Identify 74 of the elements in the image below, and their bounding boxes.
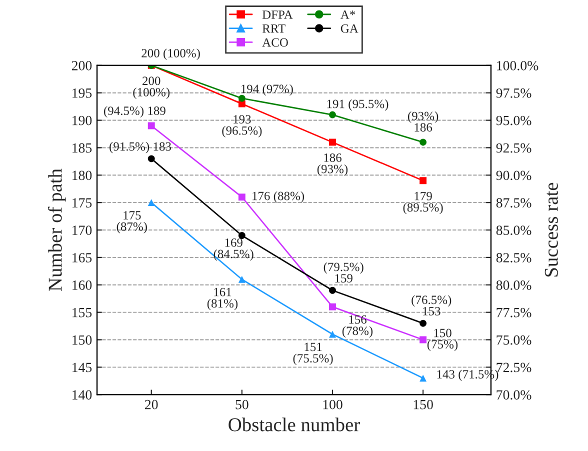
data-label: 194 (97%) (241, 84, 293, 96)
legend-label: A* (340, 10, 356, 19)
x-tick-label: 20 (145, 400, 158, 410)
y-tick-label: 170 (72, 226, 92, 235)
point (238, 100, 246, 108)
point (329, 138, 336, 146)
data-label: (76.5%) 153 (412, 295, 452, 316)
data-label: 175 (87%) (116, 211, 147, 234)
y-tick-label: 160 (72, 280, 92, 290)
y-tick-label: 175 (72, 198, 92, 208)
y-tick-label: 150 (72, 335, 92, 345)
data-label: (91.5%) 183 (110, 142, 172, 154)
y-tick-label: 185 (72, 143, 92, 153)
y2-tick-label: 75.0% (496, 335, 532, 345)
point (420, 374, 427, 382)
legend-label: DFPA (262, 10, 293, 19)
point (329, 111, 336, 118)
data-label: (94.5%) 189 (104, 106, 166, 118)
y2-tick-label: 87.5% (496, 198, 532, 208)
x-tick-label: 50 (236, 400, 248, 410)
y-tick-label: 190 (72, 116, 92, 126)
y-tick-label: 145 (72, 362, 92, 372)
y-tick-label: 180 (72, 170, 92, 180)
point (238, 194, 246, 201)
data-label: 150 (75%) (427, 328, 458, 352)
y2-tick-label: 95.0% (496, 116, 532, 126)
y2-tick-label: 85.0% (496, 226, 532, 236)
y2-tick-label: 82.5% (496, 253, 532, 262)
data-label: 193 (96.5%) (222, 115, 262, 138)
data-label: 161 (81%) (207, 288, 238, 310)
point (420, 336, 427, 344)
point (238, 276, 246, 283)
y2-tick-label: 100.0% (497, 60, 538, 70)
y-tick-label: 165 (72, 253, 92, 262)
data-label: 176 (88%) (252, 191, 304, 203)
data-label: (79.5%) 159 (324, 262, 364, 282)
y2-tick-label: 97.5% (496, 88, 532, 98)
data-label: 186 (93%) (317, 153, 348, 176)
point (148, 122, 155, 130)
y2-tick-label: 70.0% (496, 390, 532, 400)
point (420, 320, 427, 327)
data-label: 200 (100%) (133, 76, 170, 99)
y2-tick-label: 72.5% (496, 362, 532, 372)
y-tick-label: 200 (72, 60, 92, 70)
x-axis-title: Obstacle number (228, 418, 360, 432)
y2-tick-label: 77.5% (496, 308, 532, 318)
y-tick-label: 155 (72, 308, 92, 318)
data-label: 179 (89.5%) (403, 192, 443, 214)
x-tick-label: 100 (323, 400, 342, 410)
legend-label: RRT (262, 24, 286, 33)
y-tick-label: 140 (72, 390, 92, 400)
x-tick-label: 150 (414, 400, 433, 410)
legend-label: GA (340, 24, 358, 33)
point (329, 286, 336, 294)
y2-tick-label: 90.0% (496, 170, 532, 180)
data-label: 200 (100%) (142, 48, 200, 60)
point (238, 232, 246, 239)
data-label: 151 (75.5%) (293, 342, 333, 366)
data-label: (93%) 186 (408, 111, 438, 132)
y2-tick-label: 92.5% (496, 143, 532, 153)
y2-axis-title: Success rate (544, 182, 558, 276)
data-label: 169 (84.5%) (214, 238, 254, 261)
point (420, 138, 427, 146)
data-label: 191 (95.5%) (327, 99, 388, 111)
point (420, 177, 427, 184)
y2-tick-label: 80.0% (496, 280, 532, 290)
y-axis-title: Number of path (48, 168, 66, 292)
legend-label: ACO (262, 38, 288, 47)
y-tick-label: 195 (72, 88, 92, 98)
point (329, 303, 336, 310)
point (148, 199, 155, 206)
data-label: 156 (78%) (342, 315, 373, 338)
point (238, 94, 246, 102)
point (148, 155, 155, 162)
